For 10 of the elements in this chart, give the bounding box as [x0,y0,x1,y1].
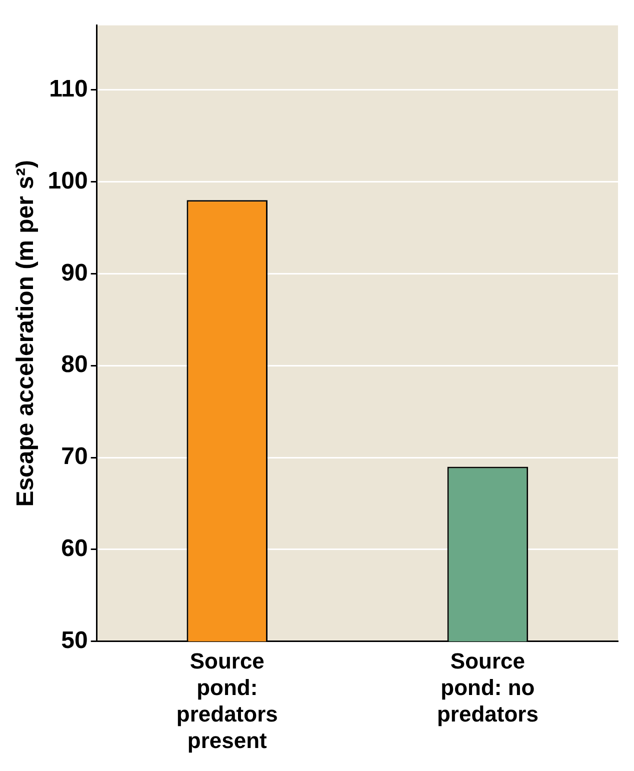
y-tick-label: 70 [61,443,88,470]
x-tick-label: Source pond: no predators [436,648,538,726]
y-tick-label: 90 [61,259,88,286]
y-tick-label: 80 [61,351,88,378]
y-tick-label: 60 [61,535,88,562]
y-tick-label: 100 [48,167,88,194]
x-tick-label: Source pond: predators present [176,648,278,753]
y-tick-label: 110 [49,75,88,102]
y-axis-title: Escape acceleration (m per s²) [12,160,40,507]
y-tick-label: 50 [61,627,88,654]
